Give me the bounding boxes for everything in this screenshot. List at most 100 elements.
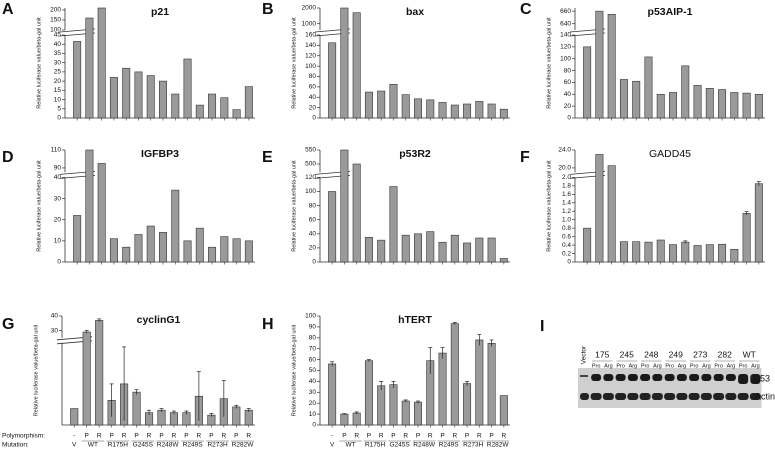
error-bar [159,408,164,412]
bar [401,234,410,263]
bar [426,99,435,119]
mutation-label: V [72,442,77,449]
mutation-label: R248W [157,442,180,449]
error-bar [84,330,89,334]
bar [364,91,373,119]
bar [95,320,104,426]
bar [475,237,484,263]
bar [122,246,131,263]
y-tick-label: 80 [309,73,317,80]
bar [244,240,253,263]
band [676,374,687,381]
y-tick-label: 0 [567,115,571,122]
y-tick-label: 30 [54,195,62,202]
polymorphism-label: P [465,433,469,440]
y-axis-label: Relative luciferase value/beta-gal unit [33,324,39,416]
y-tick-label: 80 [309,202,317,209]
y-tick-label: 20 [54,216,62,223]
y-tick-label: 40 [309,94,317,101]
y-tick-label: 40 [51,313,59,320]
polymorphism-label: - [73,433,75,440]
polymorphism-label: R [452,433,457,440]
bar [438,102,447,119]
bar [705,88,714,119]
bar [340,149,349,263]
error-bar [452,322,457,325]
bar [607,13,616,119]
y-tick-label: 40 [564,91,572,98]
bar [450,323,459,426]
mutant-label: 248 [644,349,658,359]
y-tick-label: 45 [54,32,62,39]
chart-title: cyclinG1 [137,314,181,326]
panel-letter: C [520,1,532,18]
y-tick-label: 140 [305,42,316,49]
bar [414,233,422,263]
y-tick-label: 90 [54,165,62,172]
y-tick-label: 100 [560,55,571,62]
bar [182,412,191,426]
y-tick-label: 1.6 [562,191,571,198]
allele-label: Arg [678,363,687,369]
band [749,393,761,400]
error-bar [465,381,470,386]
bar [644,56,653,119]
y-tick-label: 40 [54,41,62,48]
bar [73,41,82,119]
error-bar [246,408,251,412]
bar [718,243,727,263]
bar [583,227,592,263]
bar [97,163,106,263]
band [615,393,627,400]
bar [97,7,106,119]
error-bar [147,409,152,416]
y-tick-label: 0 [312,115,316,122]
y-tick-label: 640 [560,20,571,27]
bar [450,104,459,119]
band [639,393,651,400]
polymorphism-label: R [502,433,507,440]
y-tick-label: 0.8 [562,225,571,232]
error-bar [440,347,445,359]
panel-letter: E [262,149,273,166]
y-tick-label: 2.0 [562,174,571,181]
band [700,393,712,400]
bar [414,401,422,426]
band [652,374,663,381]
band [688,393,700,400]
y-tick-label: 0 [312,422,316,429]
chart-title: p53R2 [399,148,431,160]
bar [742,213,751,263]
bar [352,12,361,119]
band [602,393,614,400]
panel-letter: H [262,316,274,333]
polymorphism-label: R [122,433,127,440]
chart-title: p53AIP-1 [648,6,693,18]
panel-letter: B [262,1,274,18]
y-tick-label: 100 [305,313,316,320]
y-axis-label: Relative luciferase value/beta-gal unit [546,160,552,252]
y-axis-label: Relative luciferase value/beta-gal unit [291,160,297,252]
bar [656,239,665,263]
bar [146,225,155,263]
error-bar [756,181,761,186]
bar [619,79,628,119]
y-tick-label: 10 [54,96,62,103]
allele-label: Arg [629,363,638,369]
polymorphism-label: P [134,433,138,440]
mutant-label: 245 [620,349,634,359]
polymorphism-label: P [342,433,346,440]
y-tick-label: 100 [305,63,316,70]
band [725,374,736,381]
band [580,375,588,377]
mutant-label: WT [743,349,756,359]
y-tick-label: 50 [309,367,317,374]
bar [70,408,79,426]
mutation-label: V [330,442,335,449]
band [651,393,663,400]
error-bar [354,411,359,415]
polymorphism-label: R [379,433,384,440]
error-bar [489,339,494,347]
bar [681,241,690,263]
bar [364,237,373,263]
